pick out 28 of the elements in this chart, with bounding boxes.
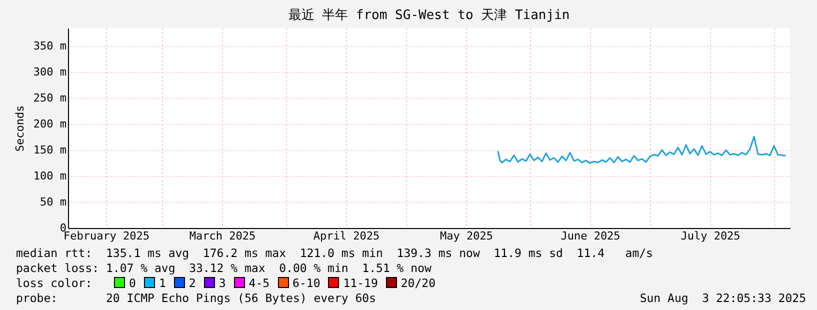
y-tick-label: 150 m (33, 144, 67, 157)
chart-title: 最近 半年 from SG-West to 天津 Tianjin (288, 8, 570, 23)
y-tick-label: 300 m (33, 66, 67, 79)
text: 11-19 (343, 276, 378, 290)
y-tick-label: 250 m (33, 92, 67, 105)
text: 2 (188, 276, 196, 290)
x-tick-label: July 2025 (680, 230, 740, 242)
text: probe: 20 ICMP Echo Pings (56 Bytes) every 60s (16, 291, 376, 305)
text: 1 (158, 276, 166, 290)
y-tick-label: 50 m (40, 196, 67, 209)
text: 4-5 (248, 276, 270, 290)
y-tick-label: 350 m (33, 40, 67, 53)
y-tick-label: 100 m (33, 170, 67, 183)
text: median rtt: 135.1 ms avg 176.2 ms max 121.0 ms min 139.3 ms now 11.9 ms sd 11.4 am/s (16, 246, 654, 261)
x-tick-label: March 2025 (189, 230, 256, 242)
x-tick-label: May 2025 (440, 230, 493, 242)
x-tick-label: June 2025 (560, 230, 620, 242)
text: loss color: (16, 276, 92, 290)
text: 3 (218, 276, 226, 290)
text: Sun Aug 3 22:05:33 2025 (640, 291, 806, 306)
y-tick-label: 200 m (33, 118, 67, 131)
line-series (497, 136, 786, 164)
y-axis-title: Seconds (13, 105, 26, 152)
text: 0 (129, 276, 136, 290)
text: packet loss: 1.07 % avg 33.12 % max 0.00 % min 1.51 % now (16, 261, 432, 276)
x-tick-label: April 2025 (313, 230, 380, 242)
text: 20/20 (400, 276, 436, 290)
text: 6-10 (292, 276, 320, 290)
